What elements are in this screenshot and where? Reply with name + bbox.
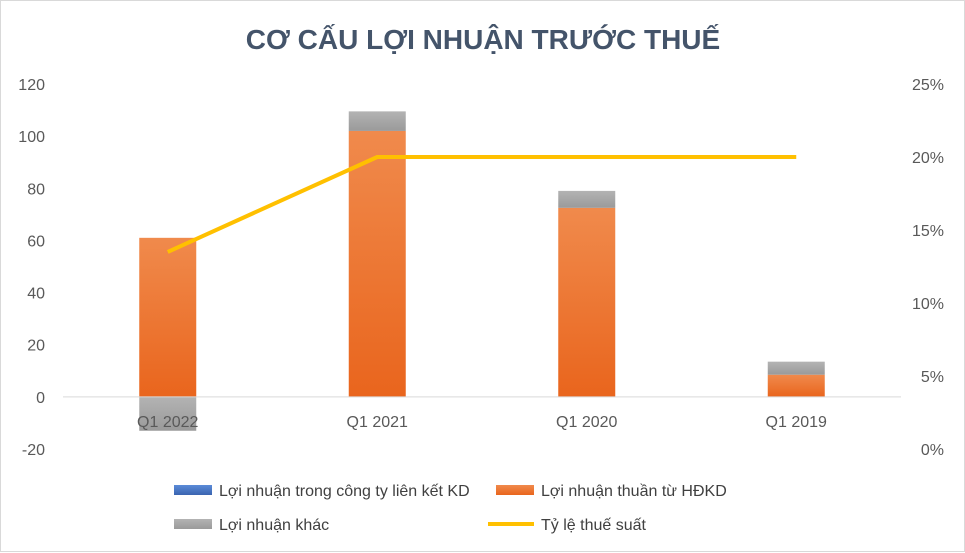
bar-segment bbox=[767, 374, 825, 397]
bar-segment bbox=[348, 130, 406, 397]
right-axis: 0% 5% 10% 15% 20% 25% bbox=[912, 77, 944, 459]
legend-item: Lợi nhuận thuần từ HĐKD bbox=[496, 483, 727, 500]
left-tick-label: 20 bbox=[27, 338, 45, 355]
left-tick-label: 100 bbox=[18, 129, 45, 146]
right-tick-label: 15% bbox=[912, 223, 944, 240]
right-tick-label: 10% bbox=[912, 296, 944, 313]
tax-rate-polyline bbox=[166, 155, 797, 254]
right-tick-label: 25% bbox=[912, 77, 944, 94]
category-labels: Q1 2022 Q1 2021 Q1 2020 Q1 2019 bbox=[137, 414, 827, 431]
right-tick-label: 20% bbox=[912, 150, 944, 167]
right-tick-label: 5% bbox=[921, 369, 944, 386]
chart-title: CƠ CẤU LỢI NHUẬN TRƯỚC THUẾ bbox=[246, 24, 720, 55]
left-tick-label: 120 bbox=[18, 77, 45, 94]
legend-swatch bbox=[496, 485, 534, 495]
legend-item: Lợi nhuận trong công ty liên kết KD bbox=[174, 483, 470, 500]
legend-label: Tỷ lệ thuế suất bbox=[541, 517, 647, 534]
left-tick-label: 40 bbox=[27, 286, 45, 303]
legend-item: Tỷ lệ thuế suất bbox=[488, 517, 647, 534]
bar-segment bbox=[558, 190, 616, 208]
left-tick-label: 0 bbox=[36, 390, 45, 407]
category-label: Q1 2022 bbox=[137, 414, 198, 431]
left-tick-label: 60 bbox=[27, 233, 45, 250]
legend-label: Lợi nhuận thuần từ HĐKD bbox=[541, 483, 727, 500]
bar-segment bbox=[139, 237, 197, 397]
legend-item: Lợi nhuận khác bbox=[174, 517, 329, 534]
tax-rate-line bbox=[166, 155, 797, 254]
right-tick-label: 0% bbox=[921, 442, 944, 459]
bar-segment bbox=[348, 111, 406, 131]
legend-swatch bbox=[174, 519, 212, 529]
legend-label: Lợi nhuận trong công ty liên kết KD bbox=[219, 483, 470, 500]
legend-swatch bbox=[174, 485, 212, 495]
category-label: Q1 2019 bbox=[766, 414, 827, 431]
legend-label: Lợi nhuận khác bbox=[219, 517, 329, 534]
left-tick-label: -20 bbox=[22, 442, 45, 459]
bar-segment bbox=[558, 207, 616, 397]
category-label: Q1 2020 bbox=[556, 414, 617, 431]
left-axis: -20 0 20 40 60 80 100 120 bbox=[18, 77, 45, 459]
legend: Lợi nhuận trong công ty liên kết KD Lợi n… bbox=[174, 483, 727, 534]
category-label: Q1 2021 bbox=[347, 414, 408, 431]
bar-segment bbox=[767, 361, 825, 375]
left-tick-label: 80 bbox=[27, 181, 45, 198]
bars bbox=[139, 111, 825, 431]
bar-segment bbox=[139, 396, 197, 431]
